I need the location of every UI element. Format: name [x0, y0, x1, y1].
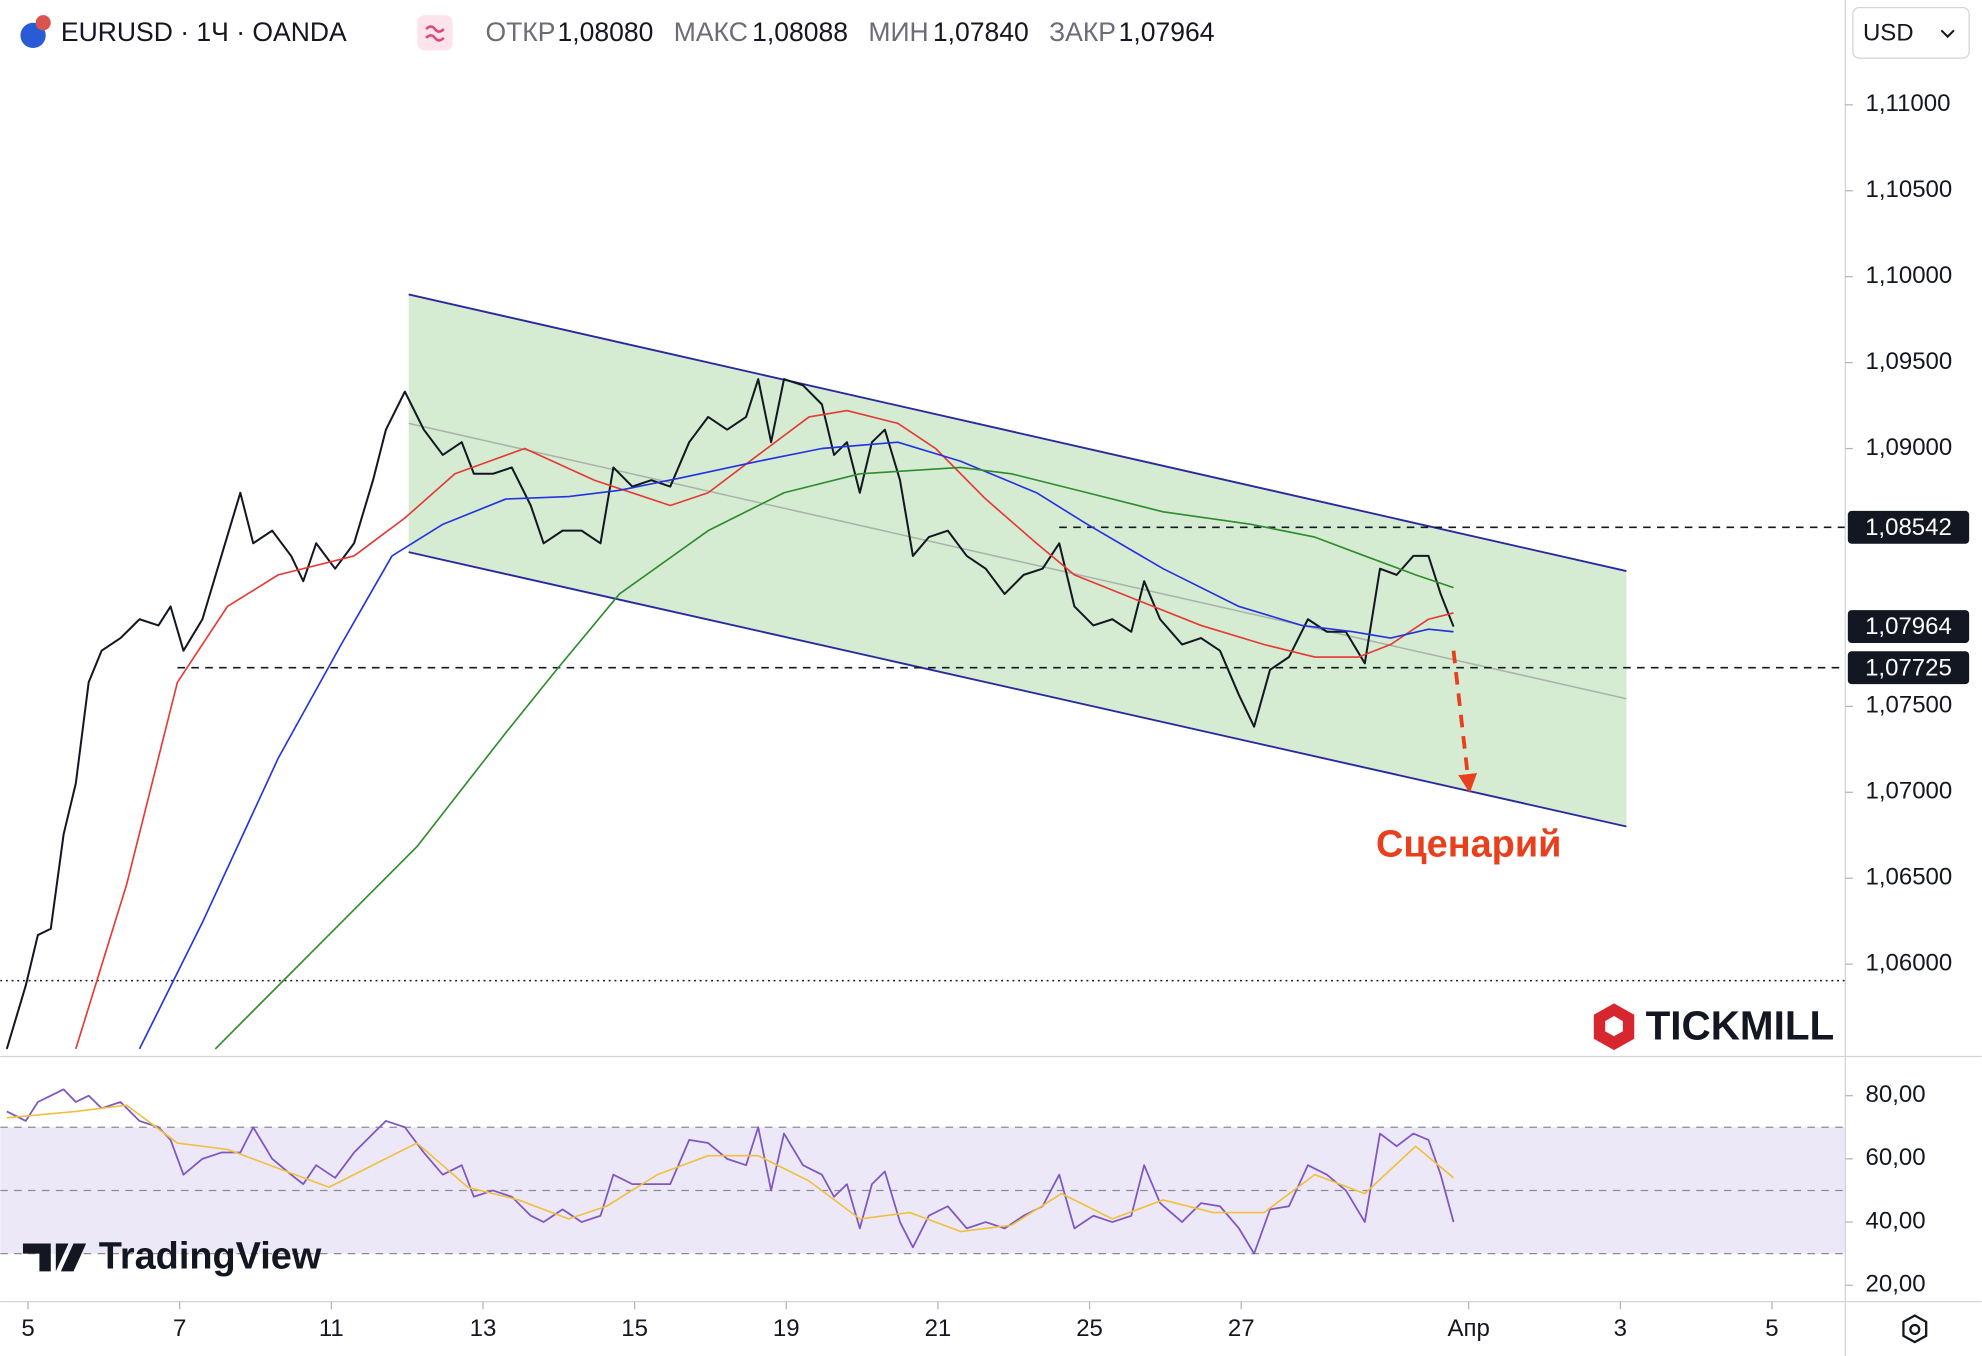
settings-icon[interactable] — [1902, 1314, 1928, 1344]
currency[interactable]: USD — [1863, 19, 1914, 46]
y-tick-label: 40,00 — [1866, 1207, 1926, 1234]
y-tick-label: 1,09500 — [1866, 348, 1953, 375]
ohlc-name: ОТКР — [486, 17, 556, 47]
x-tick-label: 3 — [1614, 1315, 1627, 1342]
x-tick-label: 11 — [319, 1315, 344, 1342]
y-tick-label: 20,00 — [1866, 1271, 1926, 1298]
legend-header: EURUSD · 1Ч · OANDA ОТКР 1,08080 МАКС 1,… — [20, 15, 1215, 51]
ohlc-name: МИН — [868, 17, 928, 47]
platform-logo: TradingView — [22, 1236, 322, 1278]
x-tick-label: 7 — [173, 1315, 186, 1342]
ohlc-value: 1,07840 — [933, 17, 1029, 47]
platform-name: TradingView — [99, 1236, 322, 1278]
channel-upper — [408, 293, 1627, 573]
x-tick-label: 15 — [621, 1315, 648, 1342]
y-tick-label: 1,07000 — [1866, 778, 1953, 805]
moving-average — [75, 409, 1454, 1050]
channel-lower — [408, 551, 1627, 828]
price-tag — [1847, 510, 1970, 544]
currency-select[interactable]: USD — [1852, 6, 1970, 59]
y-tick-label: 1,06000 — [1866, 949, 1953, 976]
ohlc-value: 1,08088 — [752, 17, 848, 47]
symbol-icon — [35, 15, 51, 31]
broker-icon-inner — [1605, 1016, 1623, 1037]
x-tick-label: 21 — [925, 1315, 952, 1342]
moving-average — [214, 466, 1454, 1050]
price-tag-label: 1,08542 — [1865, 514, 1952, 541]
y-tick-label: 80,00 — [1866, 1081, 1926, 1108]
x-tick-label: 27 — [1228, 1315, 1255, 1342]
indicator-icon[interactable] — [417, 15, 453, 51]
y-tick-label: 1,07500 — [1866, 692, 1953, 719]
main-pane — [0, 293, 1846, 1050]
scenario-label: Сценарий — [1376, 824, 1562, 866]
y-tick-label: 1,06500 — [1866, 864, 1953, 891]
y-tick-label: 1,10500 — [1866, 176, 1953, 203]
rsi-line — [6, 1088, 1455, 1255]
ohlc-name: ЗАКР — [1049, 17, 1116, 47]
x-tick-label: 5 — [1765, 1315, 1778, 1342]
x-tick-label: 13 — [470, 1315, 497, 1342]
symbol[interactable]: EURUSD · 1Ч · OANDA — [61, 17, 347, 47]
last-price-label: 1,07964 — [1865, 613, 1952, 640]
indicator-glyph — [425, 25, 445, 42]
price-line — [5, 378, 1455, 1050]
y-tick-label: 1,10000 — [1866, 262, 1953, 289]
broker-logo: TICKMILL — [1593, 1002, 1835, 1051]
platform-icon — [22, 1243, 87, 1272]
chevron — [1940, 29, 1955, 39]
ohlc-value: 1,07964 — [1119, 17, 1215, 47]
ohlc-name: МАКС — [674, 17, 748, 47]
currency-box[interactable] — [1852, 6, 1970, 59]
ohlc-value: 1,08080 — [558, 17, 654, 47]
broker-name: TICKMILL — [1646, 1002, 1835, 1048]
x-tick-label: 19 — [773, 1315, 800, 1342]
y-tick-label: 60,00 — [1866, 1144, 1926, 1171]
x-tick-label: 25 — [1076, 1315, 1103, 1342]
settings-icon-center — [1909, 1323, 1921, 1336]
moving-average — [138, 441, 1454, 1050]
price-tag-label: 1,07725 — [1865, 654, 1952, 681]
y-tick-label: 1,11000 — [1866, 90, 1951, 117]
last-price-tag — [1847, 610, 1970, 644]
settings-button[interactable] — [1902, 1314, 1928, 1344]
x-tick-label: 5 — [21, 1315, 34, 1342]
price-tag — [1847, 651, 1970, 685]
y-tick-label: 1,09000 — [1866, 434, 1953, 461]
x-tick-label: Апр — [1448, 1315, 1490, 1342]
channel-midline — [408, 422, 1627, 700]
scenario-arrow — [1451, 650, 1478, 793]
rsi-average — [6, 1104, 1455, 1233]
rsi-pane — [0, 1088, 1846, 1255]
